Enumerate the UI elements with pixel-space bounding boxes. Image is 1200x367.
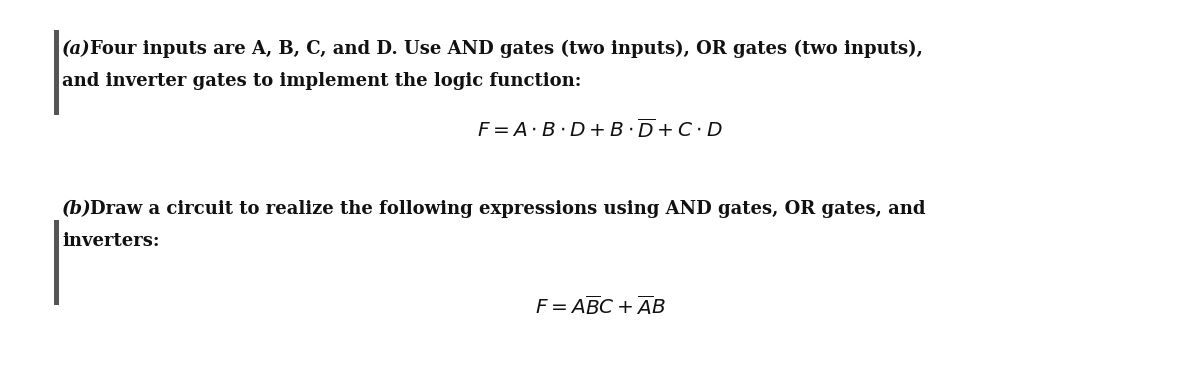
Text: $\mathit{F = A\overline{B}C + \overline{A}B}$: $\mathit{F = A\overline{B}C + \overline{…	[534, 295, 666, 319]
Bar	[54, 220, 59, 305]
Text: Draw a circuit to realize the following expressions using AND gates, OR gates, a: Draw a circuit to realize the following …	[90, 200, 925, 218]
Text: Four inputs are A, B, C, and D. Use AND gates (two inputs), OR gates (two inputs: Four inputs are A, B, C, and D. Use AND …	[90, 40, 923, 58]
Text: (a): (a)	[62, 40, 91, 58]
Text: (b): (b)	[62, 200, 91, 218]
Text: $\mathit{F = A \cdot B \cdot D + B \cdot \overline{D} + C \cdot D}$: $\mathit{F = A \cdot B \cdot D + B \cdot…	[478, 118, 722, 142]
Text: inverters:: inverters:	[62, 232, 160, 250]
Bar	[54, 30, 59, 115]
Text: and inverter gates to implement the logic function:: and inverter gates to implement the logi…	[62, 72, 581, 90]
